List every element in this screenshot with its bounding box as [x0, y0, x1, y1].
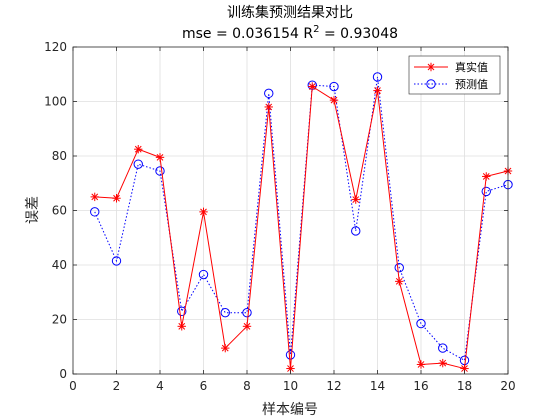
point-predicted — [133, 159, 143, 169]
point-true — [373, 86, 382, 95]
y-tick-label: 0 — [59, 367, 67, 381]
y-tick-label: 100 — [44, 95, 67, 109]
point-predicted — [198, 269, 209, 280]
point-predicted — [416, 318, 426, 329]
chart-subtitle: mse = 0.036154 R2 = 0.93048 — [182, 24, 398, 42]
point-predicted — [372, 72, 383, 82]
point-predicted — [90, 207, 100, 217]
point-predicted — [242, 307, 252, 318]
y-tick-label: 20 — [52, 313, 67, 327]
subtitle-superscript: 2 — [313, 24, 319, 35]
x-tick-label: 2 — [113, 379, 121, 393]
legend-marker-predicted — [426, 79, 436, 89]
y-tick-label: 80 — [52, 149, 67, 163]
point-true — [90, 192, 99, 202]
point-predicted — [329, 81, 339, 92]
legend-label-true: 真实值 — [455, 60, 488, 74]
point-predicted — [220, 307, 230, 318]
y-tick-label: 40 — [52, 258, 67, 272]
point-true — [155, 153, 165, 162]
legend-marker-shape — [426, 79, 436, 89]
ticks: 0 2 4 6 8 10 12 14 16 18 20 0 20 40 60 80 100 120 — [44, 40, 516, 393]
point-true — [351, 195, 360, 204]
point-predicted — [351, 226, 361, 236]
point-predicted — [394, 263, 404, 273]
point-true — [221, 343, 230, 353]
point-predicted — [438, 343, 448, 353]
point-true — [199, 207, 208, 217]
legend-marker-true — [426, 62, 436, 72]
x-tick-label: 14 — [370, 379, 385, 393]
x-tick-label: 16 — [413, 379, 428, 393]
legend-marker-shape — [426, 62, 436, 72]
point-predicted — [481, 186, 491, 197]
series-line-predicted — [94, 76, 509, 362]
point-true — [134, 144, 143, 154]
legend-box — [408, 55, 501, 95]
series-predicted — [90, 72, 513, 366]
point-predicted — [264, 88, 274, 99]
x-tick-label: 8 — [243, 379, 251, 393]
y-tick-label: 120 — [44, 40, 67, 54]
x-axis-label: 样本编号 — [262, 402, 318, 418]
point-true — [308, 82, 317, 91]
point-true — [438, 358, 447, 368]
x-tick-label: 10 — [283, 379, 298, 393]
legend-label-predicted: 预测值 — [455, 78, 488, 91]
point-true — [264, 102, 273, 112]
x-tick-label: 12 — [326, 379, 341, 393]
point-true — [395, 277, 404, 286]
point-predicted — [155, 166, 165, 176]
point-true — [177, 322, 186, 331]
chart-title: 训练集预测结果对比 — [227, 4, 353, 21]
subtitle-suffix: = 0.93048 — [320, 26, 399, 42]
x-tick-label: 20 — [500, 379, 515, 393]
point-true — [482, 172, 491, 181]
y-axis-label: 误差 — [25, 196, 41, 224]
x-tick-label: 4 — [156, 379, 164, 393]
point-predicted — [285, 350, 296, 360]
point-true — [416, 360, 426, 369]
x-tick-label: 6 — [200, 379, 208, 393]
subtitle-prefix: mse = 0.036154 R — [182, 26, 313, 42]
point-predicted — [111, 256, 122, 266]
point-predicted — [177, 306, 187, 317]
point-true — [329, 95, 339, 105]
x-tick-label: 18 — [457, 379, 472, 393]
point-true — [242, 322, 252, 331]
legend: 真实值 预测值 — [408, 55, 501, 95]
y-tick-label: 60 — [52, 204, 67, 218]
x-tick-label: 0 — [69, 379, 77, 393]
point-true — [112, 194, 121, 203]
